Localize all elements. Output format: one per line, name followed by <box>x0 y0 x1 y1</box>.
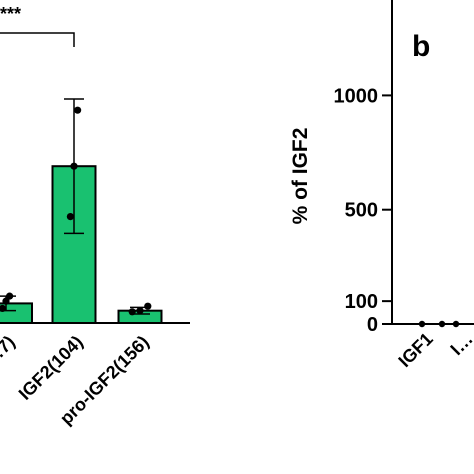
point-2-0 <box>128 308 136 316</box>
panel-a: *** …7) IGF2(104) pro-IGF2(156) <box>0 4 190 429</box>
point-0-2 <box>6 292 14 300</box>
point-0-0 <box>0 304 6 313</box>
y-tick-label-1: 100 <box>345 291 378 313</box>
point-2-1 <box>136 307 144 315</box>
point-1-0 <box>66 213 74 221</box>
panel-b-letter: b <box>412 30 430 63</box>
point-0-1 <box>2 297 10 305</box>
panel-b-y-axis-label: % of IGF2 <box>289 128 312 225</box>
significance-stars: *** <box>0 4 21 24</box>
panel-a-tick-label-0: …7) <box>0 332 19 370</box>
point-b-2 <box>452 320 460 328</box>
panel-b-tick-label-0: IGF1 <box>394 329 436 371</box>
panel-b-tick-label-1: I… <box>446 329 474 359</box>
point-1-1 <box>70 162 78 170</box>
y-tick-label-0: 0 <box>367 314 378 336</box>
significance-bracket <box>0 32 75 47</box>
y-tick-label-3: 1000 <box>334 85 379 107</box>
point-2-2 <box>144 302 152 310</box>
point-b-0 <box>418 320 426 328</box>
point-b-1 <box>438 320 446 328</box>
point-1-2 <box>74 106 82 114</box>
y-tick-label-2: 500 <box>345 200 378 222</box>
